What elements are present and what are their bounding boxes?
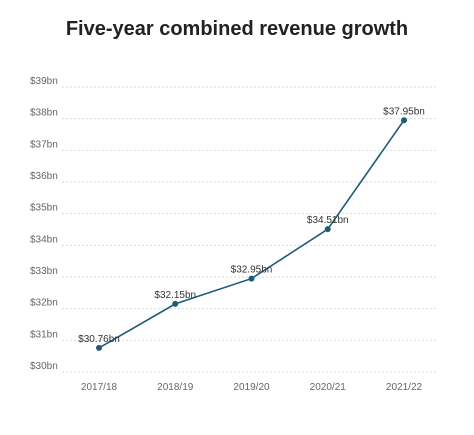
x-tick-label: 2019/20 [233,382,270,393]
data-point [248,275,255,282]
data-label: $37.95bn [383,106,425,117]
data-point [324,226,331,233]
y-tick-label: $32bn [30,298,58,309]
y-tick-label: $34bn [30,234,58,245]
data-point [401,117,407,124]
y-tick-label: $31bn [30,329,58,340]
x-tick-label: 2020/21 [310,382,347,393]
y-tick-label: $36bn [30,171,58,182]
revenue-series-line [98,119,405,349]
data-label: $32.15bn [154,290,196,301]
chart-title: Five-year combined revenue growth [65,18,409,40]
data-label: $34.51bn [307,215,349,226]
data-label: $30.76bn [78,334,120,345]
data-point [96,344,102,351]
y-tick-label: $37bn [30,139,58,150]
y-tick-label: $35bn [30,203,58,214]
y-tick-label: $38bn [30,108,58,119]
y-tick-label: $39bn [30,76,58,87]
x-tick-label: 2021/22 [386,382,423,393]
data-point [172,300,179,307]
data-label: $32.95bn [231,265,273,276]
y-tick-label: $33bn [30,266,58,277]
x-tick-label: 2017/18 [81,382,118,393]
x-tick-label: 2018/19 [157,382,194,393]
y-tick-label: $30bn [30,361,58,372]
